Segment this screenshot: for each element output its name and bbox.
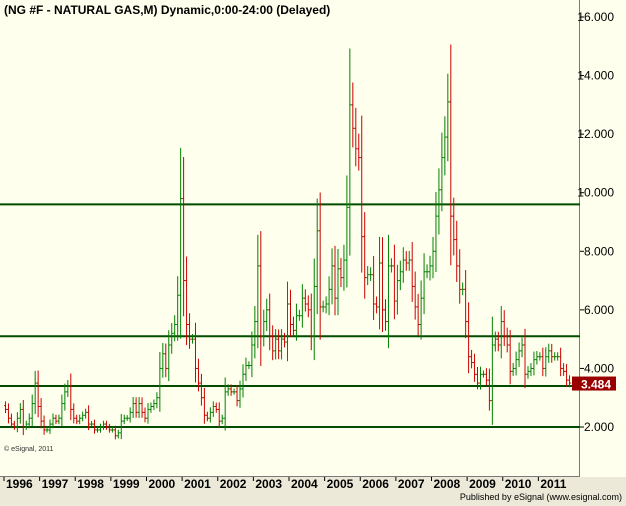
y-tick-label: 8.000 [584,244,614,258]
x-tick-label: 2002 [220,477,247,491]
x-tick-label: 2009 [469,477,496,491]
x-tick-label: 2011 [540,477,566,491]
y-tick-label: 6.000 [584,303,614,317]
y-tick-label: 10.000 [577,186,614,200]
x-tick-label: 2005 [327,477,354,491]
y-tick-label: 16.000 [577,10,614,24]
chart-title: (NG #F - NATURAL GAS,M) Dynamic,0:00-24:… [4,3,331,17]
y-tick-label: 14.000 [577,69,614,83]
copyright-note: © eSignal, 2011 [4,446,54,453]
x-tick-label: 2003 [255,477,282,491]
plot-area [0,0,580,477]
x-tick-label: 1996 [6,477,33,491]
price-scale-panel [580,0,626,477]
publisher-footer: Published by eSignal (www.esignal.com) [459,492,622,502]
x-tick-label: 1999 [113,477,140,491]
x-tick-label: 2000 [149,477,176,491]
last-price-label: 3.484 [581,378,611,392]
x-tick-label: 2007 [398,477,425,491]
y-tick-label: 4.000 [584,361,614,375]
x-tick-label: 2008 [434,477,461,491]
x-tick-label: 1997 [42,477,69,491]
last-price-tag [572,376,616,391]
x-tick-label: 2006 [362,477,389,491]
x-tick-label: 1998 [77,477,104,491]
y-tick-label: 2.000 [584,420,614,434]
x-tick-label: 2010 [505,477,532,491]
x-tick-label: 2001 [184,477,211,491]
x-tick-label: 2004 [291,477,318,491]
y-tick-label: 12.000 [577,127,614,141]
